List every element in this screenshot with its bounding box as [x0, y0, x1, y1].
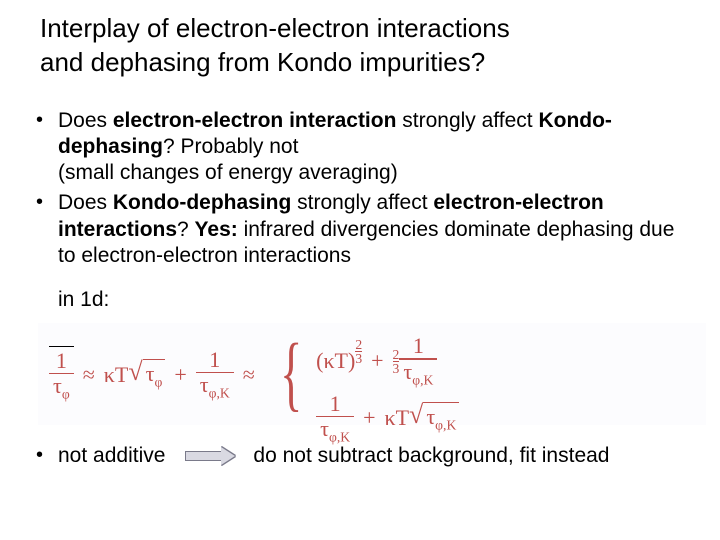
b2-r5: Yes:	[195, 218, 238, 241]
title-line-2: and dephasing from Kondo impurities?	[40, 47, 485, 77]
b1-r4: ? Probably not	[163, 135, 298, 158]
equation: 1 τφ ≈ κT √ τφ + 1 τφ,K ≈ { (κT)23 + 23 …	[38, 323, 706, 425]
title-line-1: Interplay of electron-electron interacti…	[40, 13, 510, 43]
arrow-icon	[185, 448, 233, 464]
bullet-3: not additive do not subtract background,…	[28, 443, 692, 469]
bottom-bullet-list: not additive do not subtract background,…	[28, 443, 692, 469]
b1-r0: Does	[58, 109, 113, 132]
b1-tail: (small changes of energy averaging)	[58, 161, 398, 184]
bullet-2: Does Kondo-dephasing strongly affect ele…	[28, 190, 692, 269]
slide-title: Interplay of electron-electron interacti…	[40, 12, 692, 80]
b1-r2: strongly affect	[396, 109, 538, 132]
bullet-list: Does electron-electron interaction stron…	[28, 108, 692, 270]
in-1d-label: in 1d:	[58, 287, 692, 313]
b2-r0: Does	[58, 191, 113, 214]
bullet-1: Does electron-electron interaction stron…	[28, 108, 692, 187]
b1-r1: electron-electron interaction	[113, 109, 397, 132]
b2-r4: ?	[177, 218, 195, 241]
b2-r2: strongly affect	[291, 191, 433, 214]
not-additive-text: not additive	[58, 443, 165, 469]
fit-instead-text: do not subtract background, fit instead	[253, 443, 609, 469]
b2-r1: Kondo-dephasing	[113, 191, 291, 214]
